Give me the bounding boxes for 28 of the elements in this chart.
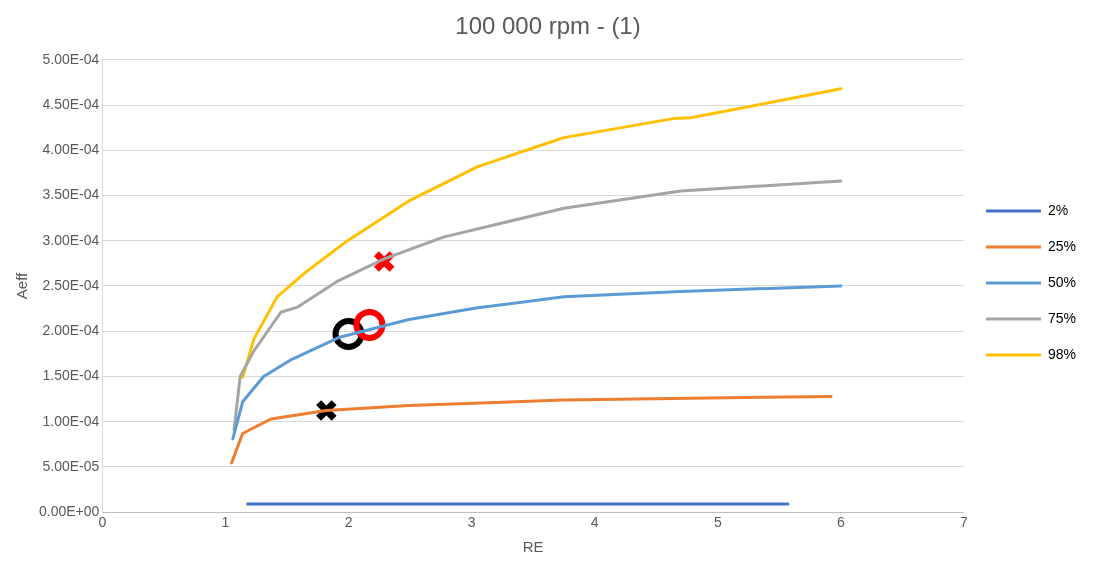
legend-label: 25% — [1047, 237, 1077, 254]
x-tick-label: 1 — [221, 514, 230, 531]
legend-label: 75% — [1047, 309, 1077, 326]
y-tick-label: 2.50E-04 — [42, 276, 100, 293]
y-tick-label: 4.50E-04 — [42, 95, 100, 112]
legend-label: 98% — [1047, 345, 1077, 362]
y-axis-title: Aeff — [13, 271, 31, 300]
y-tick-label: 4.00E-04 — [42, 141, 100, 158]
x-tick-label: 4 — [590, 514, 599, 531]
chart-title: 100 000 rpm - (1) — [455, 12, 641, 40]
y-tick-label: 3.00E-04 — [42, 231, 100, 248]
y-tick-label: 1.50E-04 — [42, 367, 100, 384]
legend-label: 50% — [1047, 273, 1077, 290]
y-tick-label: 5.00E-04 — [42, 50, 100, 67]
y-tick-label: 5.00E-05 — [42, 457, 100, 474]
y-tick-label: 2.00E-04 — [42, 322, 100, 339]
x-tick-label: 5 — [713, 514, 722, 531]
y-tick-label: 3.50E-04 — [42, 186, 100, 203]
x-tick-label: 3 — [467, 514, 476, 531]
point — [353, 308, 386, 341]
x-tick-label: 6 — [836, 514, 845, 531]
x-tick-label: 7 — [960, 514, 969, 531]
legend-label: 2% — [1047, 201, 1069, 218]
y-tick-label: 1.00E-04 — [42, 412, 100, 429]
x-tick-label: 2 — [344, 514, 353, 531]
y-tick-label: 0.00E+00 — [38, 503, 100, 520]
x-tick-label: 0 — [98, 514, 107, 531]
x-axis-title: RE — [522, 538, 544, 556]
